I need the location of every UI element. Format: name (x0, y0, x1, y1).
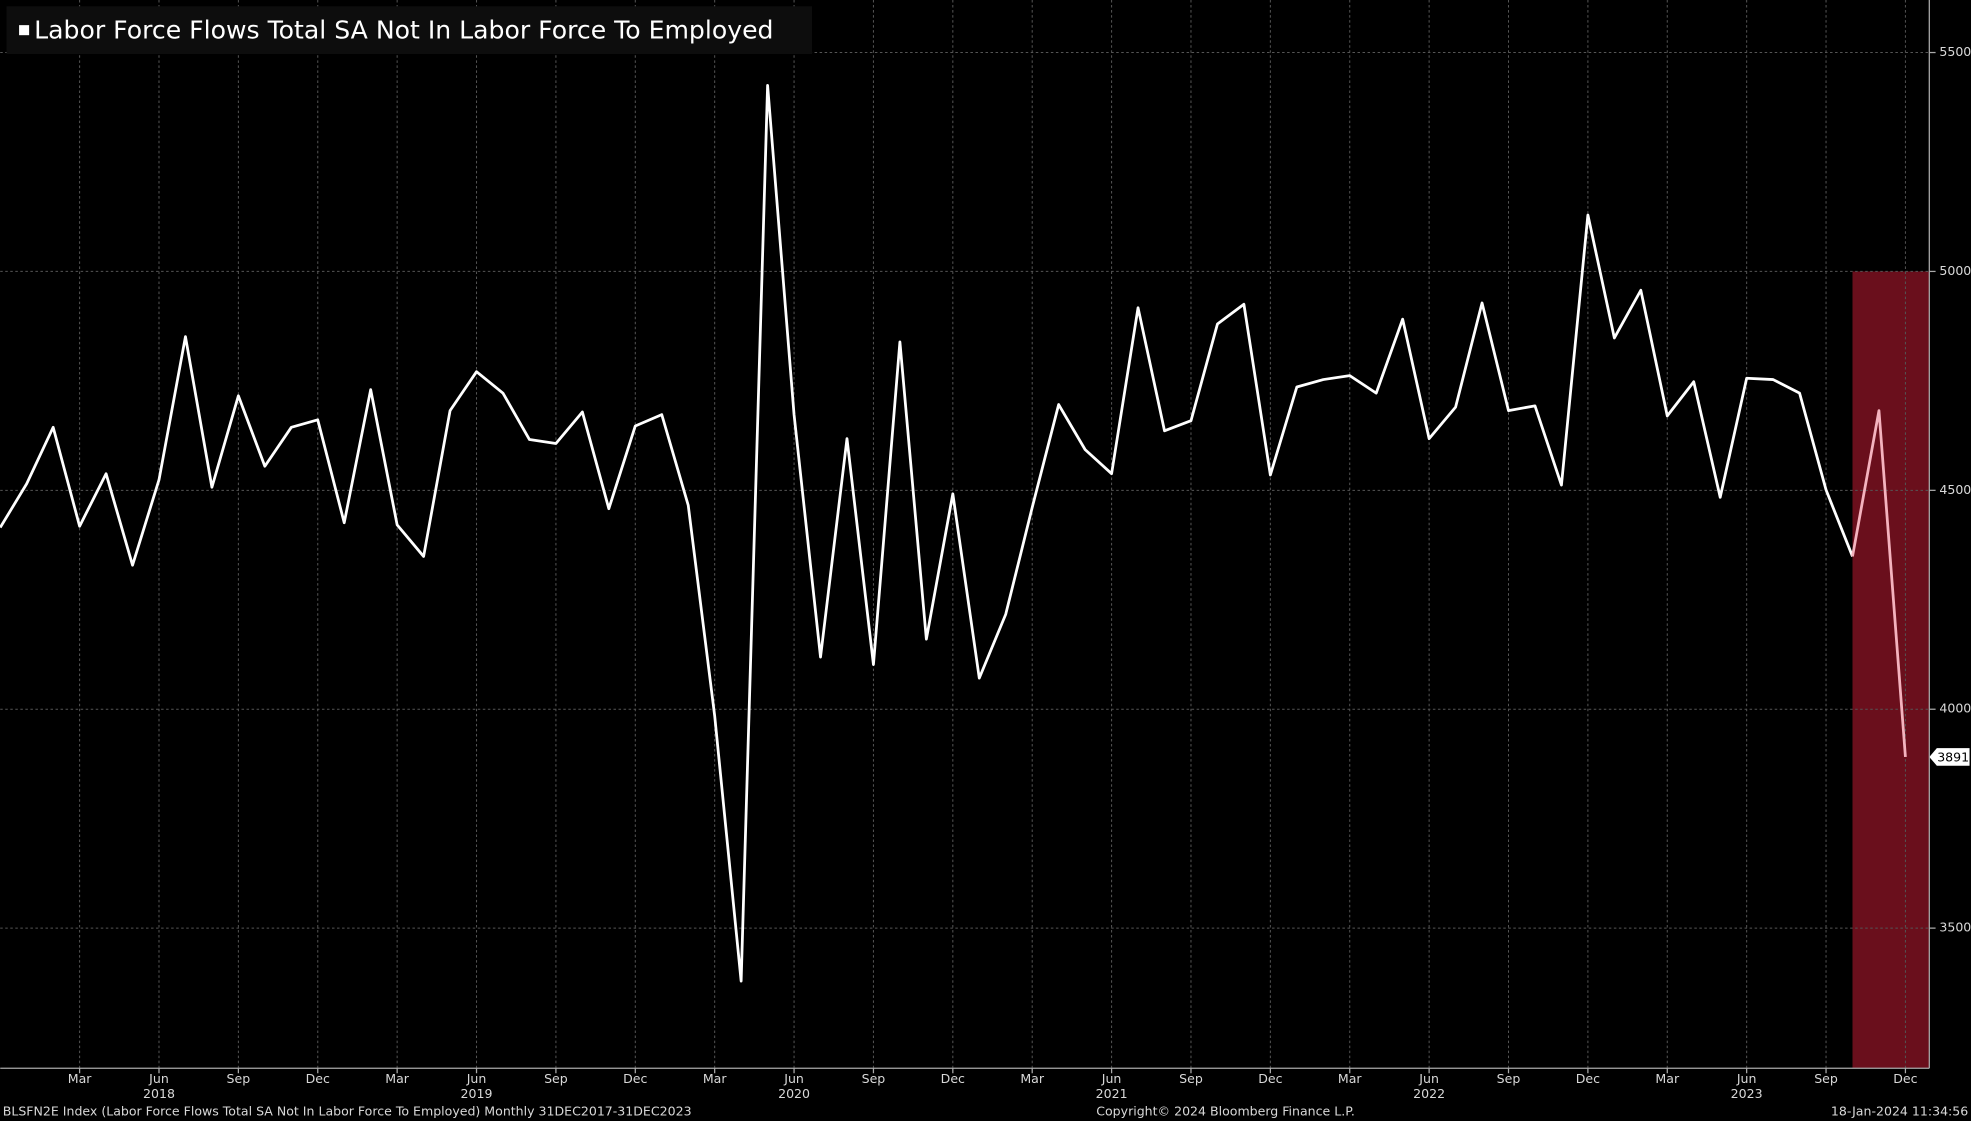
last-value-box (1929, 748, 1970, 766)
x-tick-label: Jun (466, 1071, 487, 1086)
x-tick-label: Mar (1655, 1071, 1680, 1086)
x-tick-label: Sep (1497, 1071, 1521, 1086)
y-tick-label: 3500 (1939, 920, 1971, 935)
last-value-label: 3891 (1937, 750, 1969, 765)
title-box (6, 6, 813, 55)
x-tick-label: Jun (1418, 1071, 1439, 1086)
x-tick-label: Dec (941, 1071, 965, 1086)
x-year-label: 2018 (143, 1086, 175, 1101)
footer-left: BLSFN2E Index (Labor Force Flows Total S… (3, 1104, 692, 1119)
x-tick-label: Mar (1338, 1071, 1363, 1086)
x-tick-label: Dec (623, 1071, 647, 1086)
x-tick-label: Jun (148, 1071, 169, 1086)
x-tick-label: Dec (1893, 1071, 1917, 1086)
x-tick-label: Mar (703, 1071, 728, 1086)
footer-center: Copyright© 2024 Bloomberg Finance L.P. (1096, 1104, 1355, 1119)
x-tick-label: Dec (306, 1071, 330, 1086)
series-line-highlight (1851, 409, 1907, 758)
x-year-label: 2023 (1731, 1086, 1763, 1101)
footer-right: 18-Jan-2024 11:34:56 (1831, 1104, 1968, 1119)
x-tick-label: Sep (862, 1071, 886, 1086)
x-tick-label: Jun (783, 1071, 804, 1086)
series-line (0, 83, 1854, 983)
x-tick-label: Jun (1101, 1071, 1122, 1086)
x-tick-label: Mar (68, 1071, 93, 1086)
y-tick-label: 4500 (1939, 482, 1971, 497)
chart-title: Labor Force Flows Total SA Not In Labor … (34, 15, 773, 44)
x-tick-label: Mar (1020, 1071, 1045, 1086)
x-tick-label: Sep (227, 1071, 251, 1086)
x-year-label: 2019 (461, 1086, 493, 1101)
x-tick-label: Sep (1814, 1071, 1838, 1086)
x-tick-label: Sep (1179, 1071, 1203, 1086)
x-tick-label: Sep (544, 1071, 568, 1086)
x-tick-label: Dec (1576, 1071, 1600, 1086)
x-year-label: 2022 (1413, 1086, 1445, 1101)
x-year-label: 2020 (778, 1086, 810, 1101)
x-tick-label: Jun (1736, 1071, 1757, 1086)
highlight-band (1852, 271, 1930, 1069)
y-tick-label: 4000 (1939, 701, 1971, 716)
y-tick-label: 5000 (1939, 263, 1971, 278)
x-tick-label: Dec (1258, 1071, 1282, 1086)
x-tick-label: Mar (385, 1071, 410, 1086)
legend-swatch (19, 25, 30, 36)
x-year-label: 2021 (1096, 1086, 1128, 1101)
y-tick-label: 5500 (1939, 44, 1971, 59)
